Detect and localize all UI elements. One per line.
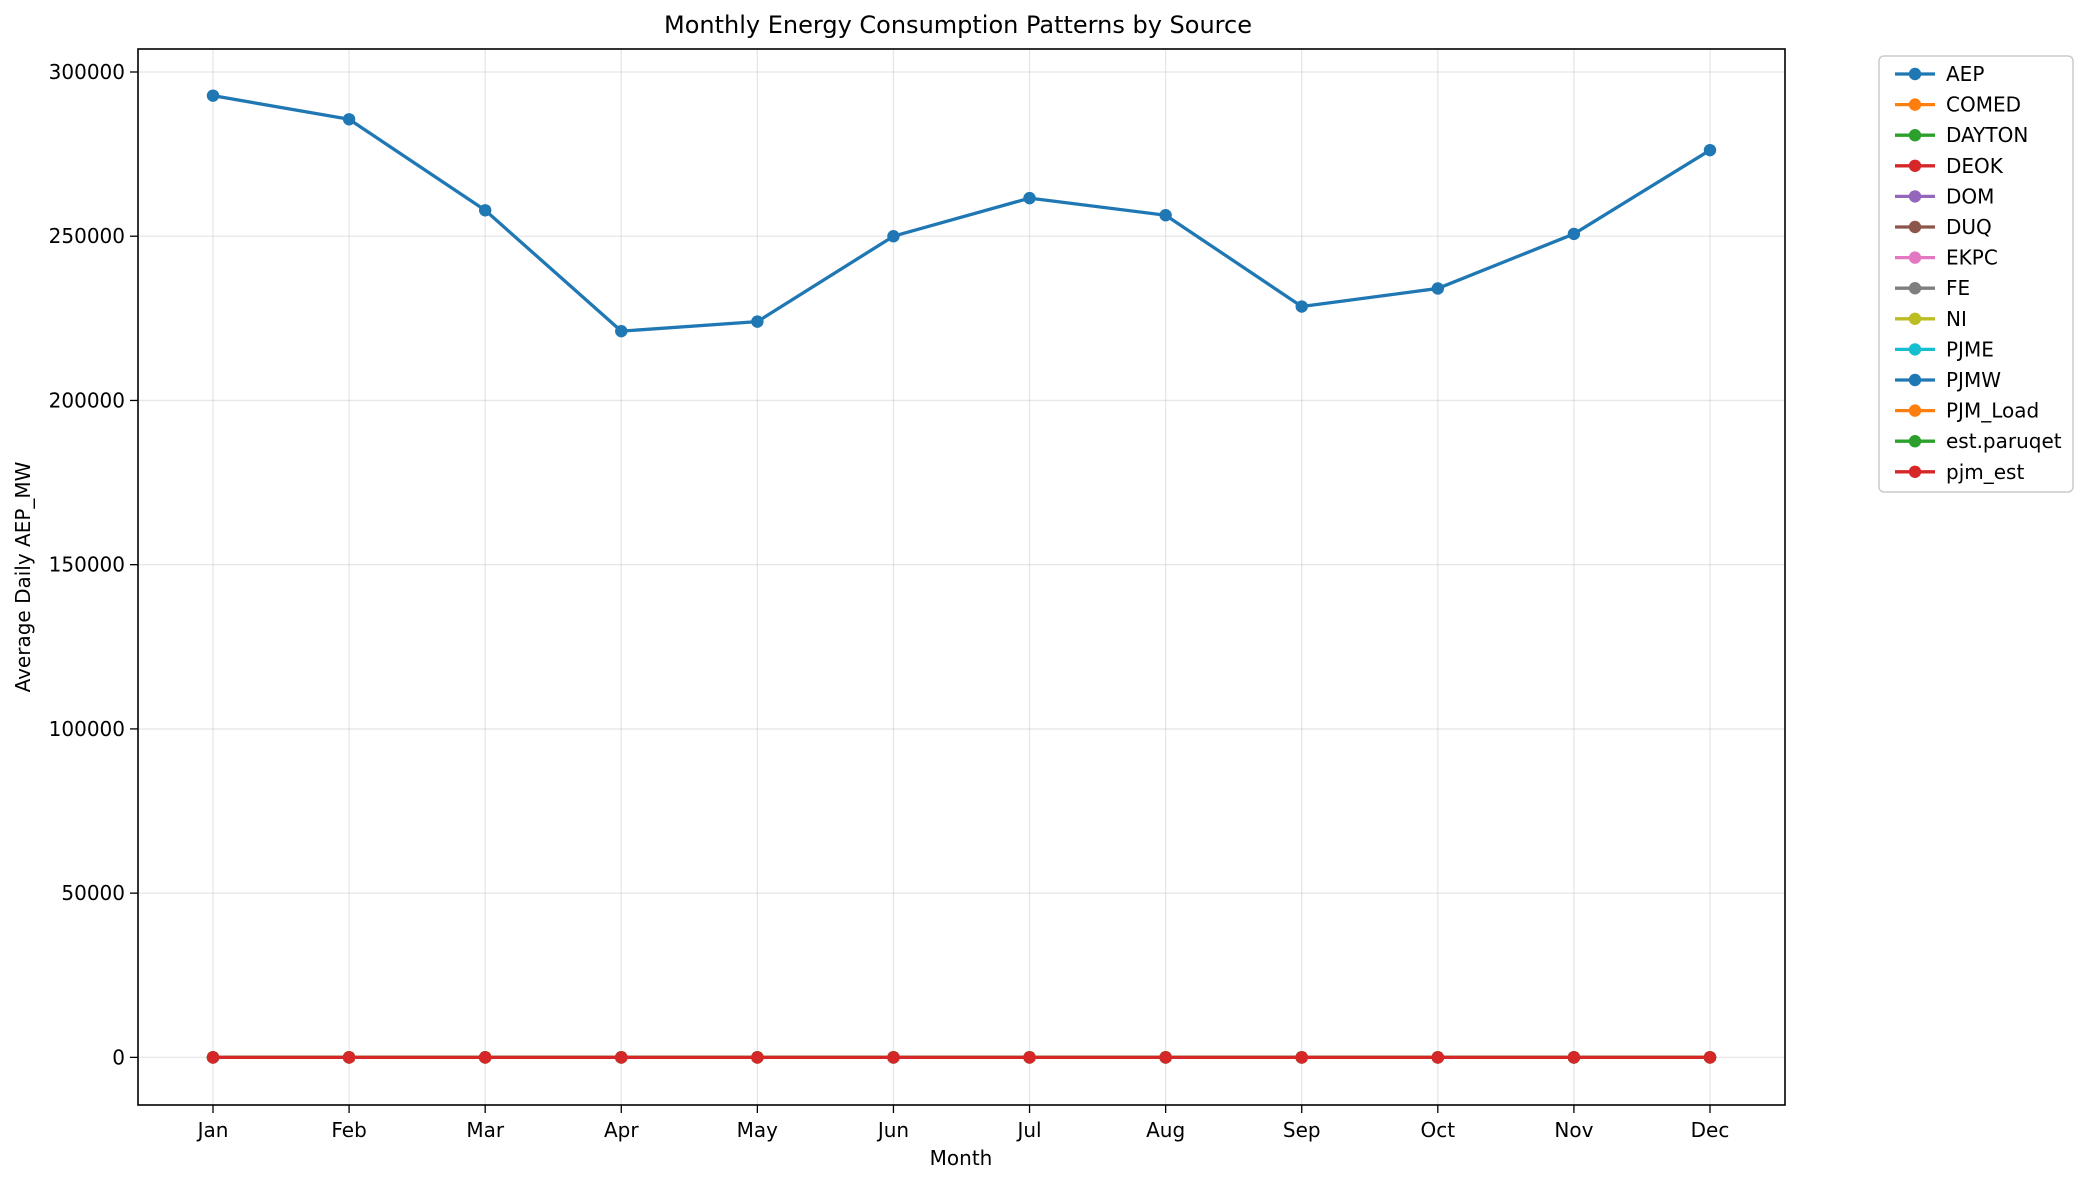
x-tick-label: Feb	[331, 1118, 366, 1142]
chart-title: Monthly Energy Consumption Patterns by S…	[664, 11, 1252, 39]
data-point	[342, 113, 356, 126]
legend-marker	[1908, 373, 1922, 387]
data-point	[887, 230, 900, 243]
legend-item: DEOK	[1895, 154, 2004, 178]
series-line	[211, 93, 1712, 333]
x-tick-label: May	[737, 1118, 779, 1142]
legend-item: PJMW	[1895, 368, 2001, 392]
x-tick-label: Jan	[196, 1118, 229, 1142]
data-point	[1023, 191, 1036, 205]
legend-label: PJMW	[1946, 368, 2001, 392]
x-tick-label: Jun	[876, 1118, 909, 1142]
legend-label: PJME	[1946, 337, 1994, 361]
legend-item: DAYTON	[1895, 123, 2028, 147]
x-tick-label: Mar	[466, 1118, 505, 1142]
data-point	[1159, 1051, 1172, 1064]
legend-item: AEP	[1895, 62, 1984, 86]
legend: AEP COMED DAYTON DEOK DOM DUQ EKPC FE NI PJME PJMW…	[1878, 55, 2074, 493]
legend-item: EKPC	[1895, 246, 1998, 270]
legend-marker	[1908, 465, 1922, 478]
data-point	[478, 1051, 492, 1064]
y-axis-ticks: 0 50000 100000 150000 200000 250000 300000	[49, 60, 138, 1069]
legend-item: pjm_est	[1895, 460, 2024, 484]
x-tick-label: Dec	[1691, 1118, 1730, 1142]
legend-item: DUQ	[1895, 215, 1992, 239]
x-tick-label: Oct	[1421, 1118, 1456, 1142]
data-point	[206, 1051, 220, 1064]
x-tick-label: Apr	[604, 1118, 639, 1142]
data-point	[615, 1051, 628, 1064]
data-point	[1295, 1051, 1308, 1064]
y-tick-label: 200000	[49, 388, 125, 412]
data-point	[887, 1051, 900, 1064]
data-point	[1703, 1051, 1717, 1064]
data-point	[615, 324, 628, 338]
legend-item: FE	[1895, 276, 1970, 300]
data-point	[1431, 1051, 1445, 1064]
x-axis-label: Month	[930, 1146, 993, 1170]
legend-marker	[1908, 220, 1922, 234]
y-tick-label: 250000	[49, 224, 125, 248]
data-point	[1567, 227, 1581, 241]
data-point	[1023, 1051, 1036, 1064]
legend-marker	[1908, 251, 1922, 264]
legend-item: COMED	[1895, 93, 2021, 117]
legend-box	[1878, 55, 2074, 493]
y-tick-label: 300000	[49, 60, 125, 84]
legend-label: pjm_est	[1946, 460, 2024, 484]
x-tick-label: Jul	[1015, 1118, 1041, 1142]
data-point	[1431, 282, 1445, 295]
legend-label: NI	[1946, 307, 1967, 331]
data-point	[751, 315, 764, 328]
y-tick-label: 100000	[49, 717, 125, 741]
x-tick-label: Aug	[1146, 1118, 1185, 1142]
data-point	[342, 1051, 356, 1064]
legend-item: est.paruqet	[1895, 429, 2062, 453]
legend-marker	[1908, 159, 1922, 172]
data-point	[1159, 209, 1172, 222]
legend-label: COMED	[1946, 93, 2021, 117]
legend-label: FE	[1946, 276, 1970, 300]
legend-marker	[1908, 312, 1922, 325]
data-point	[1567, 1051, 1581, 1064]
legend-item: PJM_Load	[1895, 399, 2039, 423]
data-point	[1703, 143, 1717, 157]
legend-item: NI	[1895, 307, 1967, 331]
legend-marker	[1908, 129, 1922, 142]
legend-marker	[1908, 404, 1922, 417]
legend-item: PJME	[1895, 337, 1994, 361]
legend-label: AEP	[1946, 62, 1984, 86]
series-AEP	[206, 89, 1717, 338]
y-tick-label: 150000	[49, 553, 125, 577]
legend-marker	[1908, 67, 1922, 81]
data-point	[206, 89, 220, 102]
legend-label: DEOK	[1946, 154, 2004, 178]
legend-label: DUQ	[1946, 215, 1992, 239]
legend-label: est.paruqet	[1946, 429, 2062, 453]
series-lines	[206, 89, 1717, 1064]
legend-item: DOM	[1895, 184, 1994, 208]
legend-label: DAYTON	[1946, 123, 2028, 147]
legend-label: EKPC	[1946, 246, 1998, 270]
data-point	[1295, 300, 1308, 313]
legend-marker	[1908, 190, 1922, 203]
legend-marker	[1908, 343, 1922, 356]
y-tick-label: 0	[112, 1045, 125, 1069]
legend-marker	[1908, 435, 1922, 448]
series-pjm_est	[206, 1051, 1717, 1064]
x-tick-label: Sep	[1283, 1118, 1321, 1142]
legend-label: DOM	[1946, 184, 1994, 208]
x-axis-ticks: Jan Feb Mar Apr May Jun Jul Aug Sep Oct Nov Dec	[196, 1105, 1730, 1142]
data-point	[751, 1051, 764, 1064]
x-tick-label: Nov	[1554, 1118, 1593, 1142]
y-tick-label: 50000	[61, 881, 125, 905]
data-point	[478, 204, 492, 217]
plot-frame	[137, 48, 1786, 1106]
legend-marker	[1908, 282, 1922, 295]
legend-marker	[1908, 98, 1922, 111]
legend-label: PJM_Load	[1946, 399, 2039, 423]
y-axis-label: Average Daily AEP_MW	[11, 461, 35, 692]
